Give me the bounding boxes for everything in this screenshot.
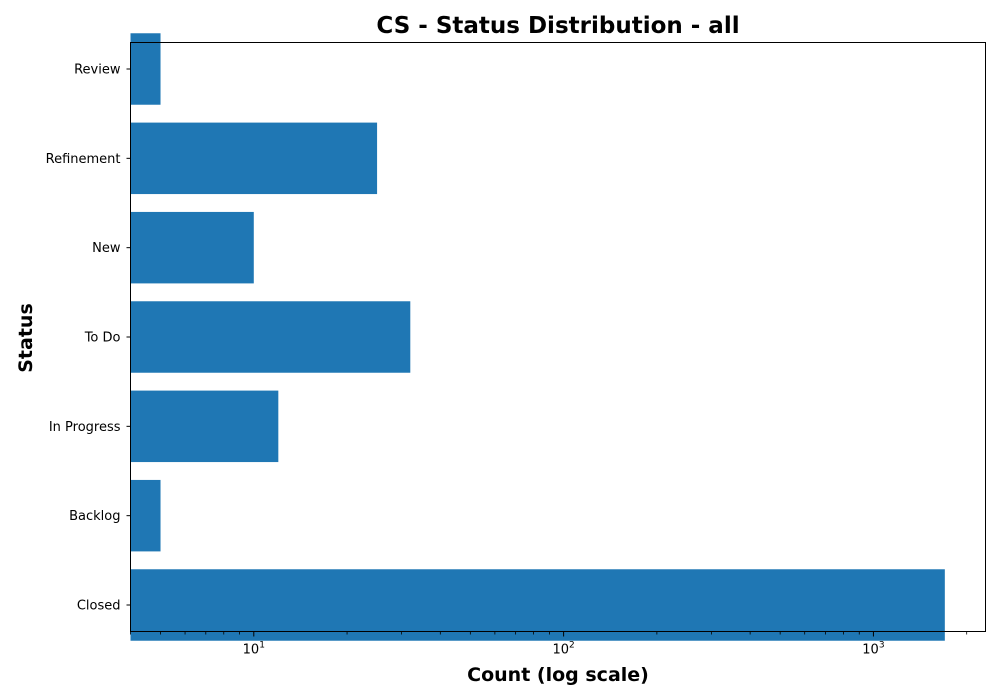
bar-to-do <box>130 301 411 373</box>
x-tick-label: 103 <box>862 641 884 658</box>
x-tick-base: 10 <box>862 643 879 658</box>
bars-group <box>130 33 945 641</box>
plot-frame <box>130 42 986 632</box>
x-tick-exponent: 2 <box>569 641 575 651</box>
bar-review <box>130 33 161 105</box>
bar-closed <box>130 569 945 641</box>
x-tick-exponent: 1 <box>259 641 265 651</box>
y-tick-label: Backlog <box>69 509 120 524</box>
y-tick-label: Refinement <box>46 152 121 167</box>
y-tick-label: Closed <box>77 599 121 614</box>
y-tick-label: Review <box>74 63 121 78</box>
x-tick-base: 10 <box>552 643 569 658</box>
y-axis-title: Status <box>15 303 37 373</box>
y-tick-label: In Progress <box>49 420 121 435</box>
bar-new <box>130 211 254 284</box>
x-tick-label: 101 <box>243 641 265 658</box>
y-tick-label: New <box>92 241 121 256</box>
x-tick-base: 10 <box>243 643 260 658</box>
y-tick-label: To Do <box>84 331 121 346</box>
chart-title: CS - Status Distribution - all <box>376 13 739 39</box>
y-axis-ticks: Closed Backlog In Progress To Do New Refineme… <box>46 63 131 614</box>
bar-refinement <box>130 122 378 195</box>
x-tick-exponent: 3 <box>879 641 885 651</box>
x-tick-label: 102 <box>552 641 574 658</box>
x-axis-title: Count (log scale) <box>467 664 649 686</box>
bar-in-progress <box>130 390 279 463</box>
x-axis-ticks: 101 102 103 <box>130 631 968 658</box>
bar-backlog <box>130 479 161 552</box>
